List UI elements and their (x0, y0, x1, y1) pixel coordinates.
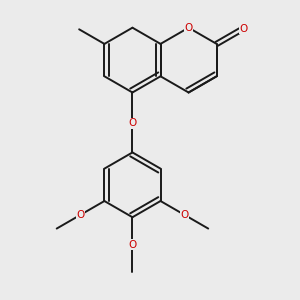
Text: O: O (184, 23, 193, 33)
Text: O: O (76, 210, 85, 220)
Text: O: O (239, 23, 248, 34)
Text: O: O (128, 118, 136, 128)
Text: O: O (180, 210, 188, 220)
Text: O: O (128, 240, 136, 250)
